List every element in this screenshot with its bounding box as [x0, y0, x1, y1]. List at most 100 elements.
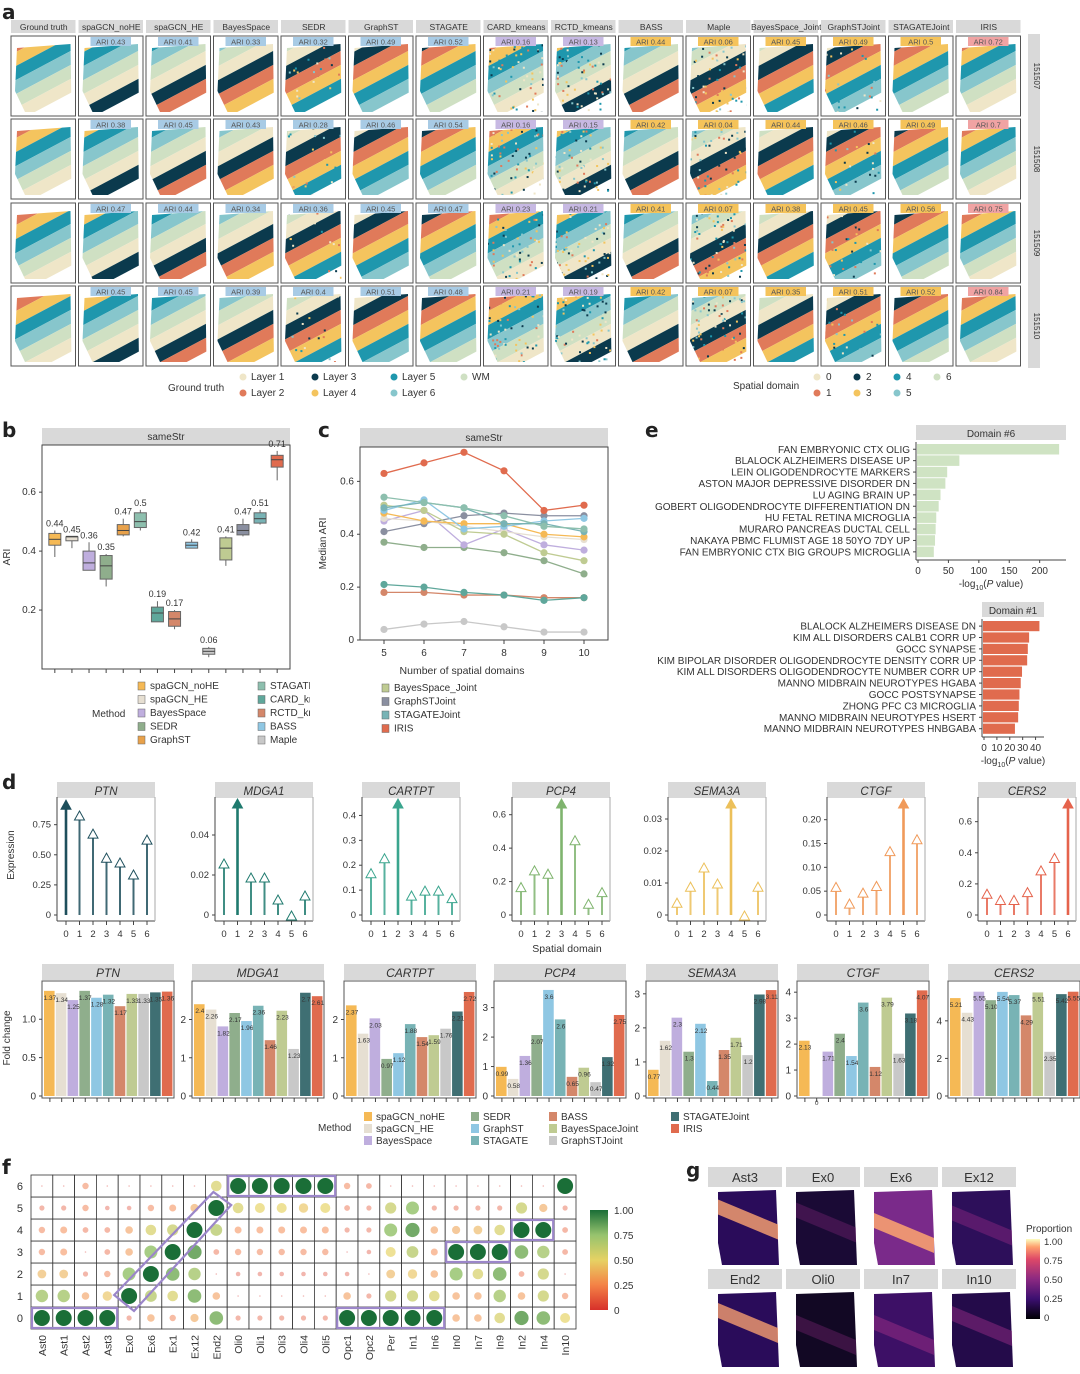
- column-strip: [821, 20, 886, 33]
- panel-label-f: f: [2, 1155, 11, 1179]
- facet-title: sameStr: [147, 432, 185, 443]
- bar-value: 1.71: [730, 1042, 743, 1049]
- dot: [38, 1248, 46, 1256]
- y-axis-label: Fold change: [2, 1010, 13, 1065]
- gene-title: PTN: [95, 786, 119, 798]
- ari-value: ARI 0.13: [569, 38, 598, 47]
- legend-label: BayesSpace_Joint: [394, 683, 477, 694]
- bar-value: 0.99: [496, 1071, 509, 1078]
- box: [65, 536, 79, 542]
- legend-label: BayesSpaceJoint: [561, 1124, 638, 1135]
- dot: [405, 1222, 420, 1238]
- arrow-marker: [752, 881, 764, 892]
- legend-title: Method: [92, 709, 125, 720]
- gene-set-label: FAN EMBRYONIC CTX OLIG: [778, 445, 910, 456]
- bar-value: 0.47: [590, 1086, 603, 1093]
- x-tick: 0: [518, 929, 523, 940]
- ari-badge: [428, 120, 469, 129]
- fold-change-bar: [950, 998, 961, 1096]
- dot: [497, 1205, 503, 1211]
- colorbar-tick: 0: [1044, 1313, 1049, 1324]
- dot: [126, 1205, 132, 1211]
- cell-type-title: Ex0: [812, 1170, 834, 1185]
- ari-value: ARI 0.45: [164, 121, 193, 130]
- dot: [430, 1226, 439, 1234]
- ari-value: ARI 0.45: [839, 205, 868, 214]
- ari-value: ARI 0.41: [164, 38, 193, 47]
- arrow-marker: [258, 871, 271, 883]
- legend-swatch: [471, 1124, 479, 1133]
- dot: [213, 1249, 220, 1255]
- series-line: [383, 509, 585, 551]
- column-title: IRIS: [980, 22, 997, 32]
- fold-change-bar: [276, 1010, 288, 1096]
- spatial-map-tile: ARI 0.23: [483, 202, 549, 284]
- legend-label: BASS: [561, 1112, 588, 1123]
- data-point: [580, 514, 588, 522]
- colorbar-tick: 1.00: [614, 1206, 634, 1217]
- fold-change-bar: [602, 1057, 613, 1096]
- legend-swatch: [137, 681, 146, 691]
- panel-b-ari-boxplot: sameStr 0.2 0.4 0.6 ARI 0.44 0.45 0.36 0.35 0.47 0…: [0, 425, 339, 755]
- spatial-map-tile: ARI 0.16: [483, 35, 549, 117]
- dot: [513, 1222, 530, 1238]
- fold-change-bar: [519, 1055, 531, 1096]
- dot: [346, 1251, 348, 1253]
- ari-badge: [90, 287, 131, 296]
- facet-strip: [978, 782, 1076, 798]
- dot: [431, 1205, 437, 1211]
- cell-type-label: Oli5: [320, 1335, 332, 1354]
- cell-type-label: Ex1: [168, 1335, 180, 1353]
- legend-label: 6: [946, 372, 952, 383]
- arrow-marker: [1035, 864, 1047, 876]
- enrichment-bar: [983, 689, 1020, 700]
- bar-value: 1.17: [114, 1010, 127, 1017]
- fold-change-bar: [440, 1028, 451, 1096]
- dot: [125, 1248, 133, 1256]
- ari-value: ARI 0.39: [231, 288, 260, 297]
- facet-strip: [494, 964, 626, 980]
- dot: [368, 1273, 370, 1275]
- spatial-map-tile: ARI 0.45: [145, 285, 211, 367]
- y-tick: 0: [30, 1092, 36, 1103]
- cell-type-label: Ex6: [146, 1335, 158, 1353]
- proportion-map: [718, 1190, 779, 1265]
- dot: [232, 1202, 244, 1214]
- arrow-marker: [245, 871, 257, 883]
- legend-label: 0: [826, 372, 832, 383]
- ari-value: ARI 0.06: [704, 38, 733, 47]
- dot: [366, 1183, 372, 1189]
- median-label: 0.44: [46, 518, 64, 528]
- dot: [105, 1205, 110, 1211]
- y-tick: 0.2: [959, 879, 972, 890]
- y-tick: 0: [816, 910, 821, 921]
- y-tick: 0.4: [22, 546, 36, 557]
- y-tick: 0.4: [340, 529, 354, 540]
- dot: [322, 1315, 328, 1321]
- bar-value: 2.98: [754, 998, 767, 1005]
- sample-id: 151507: [1032, 63, 1041, 90]
- spatial-map-tile: ARI 0.46: [348, 118, 414, 200]
- gene-title: CTGF: [860, 786, 892, 798]
- bar-value: 1.37: [79, 995, 92, 1002]
- panel-f-dotplot: 0 1 2 3 4 5 6 Ast0 Ast1 Ast2 Ast3 Ex0 Ex6 Ex1 Ex12 End2…: [0, 1160, 660, 1369]
- cell-type-label: Ast2: [81, 1335, 93, 1356]
- x-tick: 6: [144, 929, 149, 940]
- arrow-marker: [87, 828, 99, 839]
- enrichment-bar: [917, 535, 936, 546]
- fold-change-bar: [566, 1076, 578, 1096]
- facet-strip: [827, 782, 925, 798]
- fold-change-bar: [799, 1040, 810, 1096]
- bar-value: 2.13: [799, 1045, 812, 1052]
- ari-value: ARI 0.49: [839, 38, 868, 47]
- bar-value: 2.4: [195, 1008, 204, 1015]
- series-line: [383, 504, 585, 562]
- bar-value: 1.54: [416, 1041, 429, 1048]
- fold-change-bar: [126, 993, 138, 1096]
- dot: [430, 1248, 438, 1256]
- enrichment-bar: [917, 501, 939, 512]
- column-strip: [416, 20, 481, 33]
- dot: [99, 1310, 116, 1326]
- dot: [406, 1201, 419, 1215]
- y-tick: 1: [785, 1066, 791, 1077]
